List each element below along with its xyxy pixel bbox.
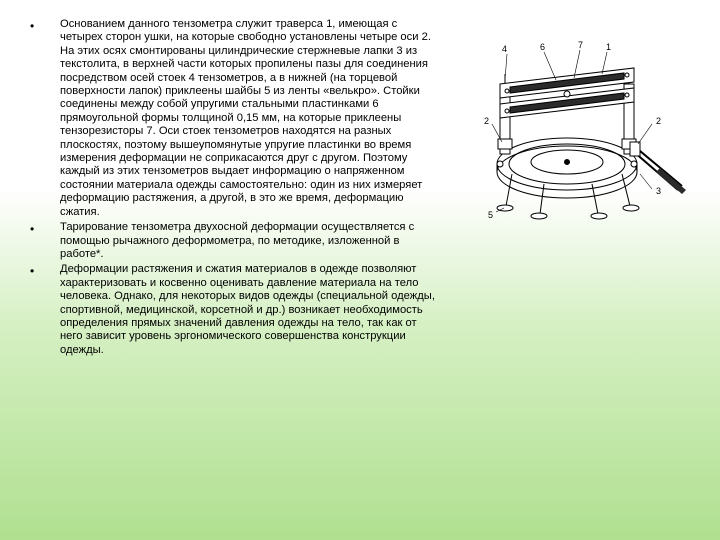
bullet-text: Тарирование тензометра двухосной деформа… [60, 221, 440, 261]
figure-label: 2 [484, 116, 489, 126]
tensometer-figure: 6 7 1 4 2 2 5 3 [440, 18, 692, 234]
tensometer-svg-icon: 6 7 1 4 2 2 5 3 [452, 24, 692, 234]
list-item: • Основанием данного тензометра служит т… [30, 18, 440, 219]
figure-label: 4 [502, 44, 507, 54]
bullet-text: Деформации растяжения и сжатия материало… [60, 263, 440, 357]
list-item: • Деформации растяжения и сжатия материа… [30, 263, 440, 357]
content-row: • Основанием данного тензометра служит т… [30, 18, 700, 359]
figure-label: 5 [488, 210, 493, 220]
bullet-dot-icon: • [30, 263, 60, 278]
figure-label: 6 [540, 42, 545, 52]
figure-label: 7 [578, 40, 583, 50]
bullet-text: Основанием данного тензометра служит тра… [60, 18, 440, 219]
figure-label: 3 [656, 186, 661, 196]
figure-label: 2 [656, 116, 661, 126]
bullet-dot-icon: • [30, 221, 60, 236]
bullet-dot-icon: • [30, 18, 60, 33]
text-column: • Основанием данного тензометра служит т… [30, 18, 440, 359]
bullet-list: • Основанием данного тензометра служит т… [30, 18, 440, 357]
figure-label: 1 [606, 42, 611, 52]
slide: • Основанием данного тензометра служит т… [0, 0, 720, 540]
list-item: • Тарирование тензометра двухосной дефор… [30, 221, 440, 261]
